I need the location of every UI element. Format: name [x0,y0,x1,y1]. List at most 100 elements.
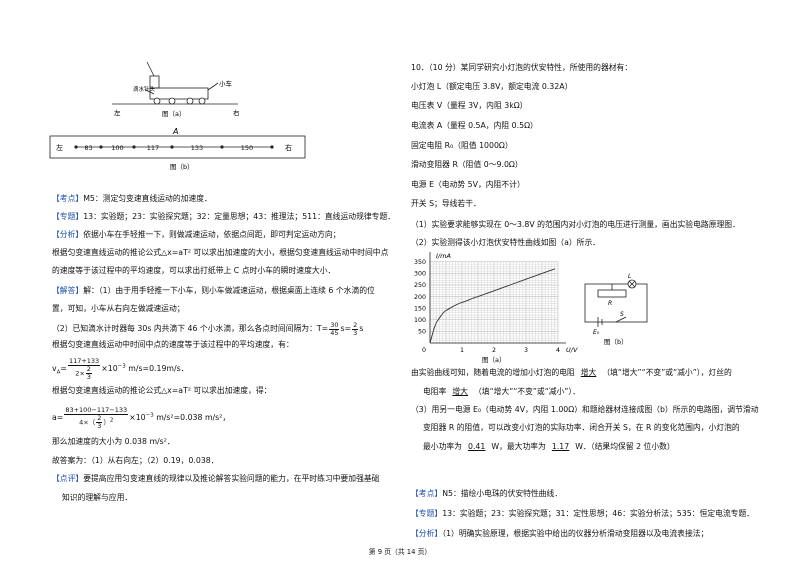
text: 最小功率为 [423,442,462,451]
graph-axes [429,252,566,344]
caption: 图（a） [482,356,505,364]
text: （2）已知滴水计时器每 30s 内共滴下 46 个小水滴，那么各点时间间隔为：T… [52,324,329,333]
answer: 1.17 [551,442,570,451]
text-line: 根据匀变速直线运动中时间中点的速度等于该过程中的平均速度，有： [52,340,294,349]
text-line: 电流表 A（量程 0.5A，内阻 0.5Ω） [411,121,538,130]
x-axis-label: U/V [566,346,578,354]
x-tick-label: 1 [460,347,464,354]
text: m/s=0.19m/s． [125,364,189,373]
x-tick-label: 4 [556,347,560,354]
text-line: 10．（10 分）某同学研究小灯泡的伏安特性，所使用的器材有： [411,63,633,72]
circuit [584,279,648,327]
answer: 增大 [452,387,468,396]
cart-label: 小车 [219,79,233,88]
text: W．（结果均保留 2 位小数） [575,442,675,451]
paragraph: 【考点】N5：描绘小电珠的伏安特性曲线． [411,489,562,499]
text-line: 根据匀变速直线运动的推论公式△x=aT² 可以求出加速度，得： [52,386,272,395]
numerator: 2 [96,413,103,423]
text-line: （2）实验测得该小灯泡伏安特性曲线如图（a）所示． [411,238,601,247]
text: 13：实验题；23：实验探究题；32：定量思想；43：推理法；511：直线运动规… [83,212,396,221]
paragraph: 【点评】要提高应用匀变速直线的规律以及推论解答实验问题的能力，在平时练习中要加强… [52,474,379,484]
paragraph: 由实验曲线可知，随着电流的增加小灯泡的电阻 增大 （填“增大”“不变”或“减小”），… [411,368,732,378]
switch-label: S [620,311,624,318]
drop-dot [99,145,103,149]
denominator: 45 [330,328,339,337]
numerator: 30 [329,320,340,330]
paragraph: 最小功率为 0.41 W，最大功率为 1.17 W．（结果均保留 2 位小数） [423,442,675,452]
drop-dot [132,145,136,149]
answer: 增大 [580,368,597,377]
exponent: −3 [117,363,126,370]
text: （1）明确实验原理，根据实验中给出的仪器分析滑动变阻器以及电流表接法； [442,529,709,538]
y-tick-label: 300 [414,271,426,278]
formula-line: （2）已知滴水计时器每 30s 内共滴下 46 个小水滴，那么各点时间间隔为：T… [52,320,363,338]
left-label: 左 [56,143,63,152]
text: s [359,324,364,333]
text: ×10 [129,413,146,422]
segment-label: 133 [191,144,203,152]
text: 由实验曲线可知，随着电流的增加小灯泡的电阻 [411,368,575,377]
tag: 【考点】 [52,194,84,203]
exponent: −3 [145,412,154,419]
fraction: 117+133 2× 2 3 [67,356,101,381]
numerator: 83+100−117−133 [64,405,129,415]
text-line: 固定电阻 R₀（阻值 1000Ω） [411,141,513,150]
text-line: 那么加速度的大小为 0.038 m/s²． [52,437,175,446]
text: 13：实验题；23：实验探究题；31：定性思想；46：实验分析法；535：恒定电… [442,509,755,518]
tag: 【考点】 [411,489,443,498]
paragraph: 【解答】解：（1）由于用手轻推一下小车，则小车做减速运动，根据桌面上连续 6 个… [52,286,375,296]
text-line: 故答案为：（1）从右向左；（2）0.19，0.038． [52,456,219,465]
fraction: 30 45 [329,320,340,337]
paragraph: 电阻率 增大 （填“增大”“不变”或“减小”）． [423,387,580,397]
text: （填“增大”“不变”或“减小”），灯丝的 [602,368,732,377]
y-tick-label: 250 [414,282,426,289]
text: 解：（1）由于用手轻推一下小车，则小车做减速运动，根据桌面上连续 6 个水滴的位 [83,286,375,295]
answer: 0.41 [467,442,486,451]
denominator: 3 [353,328,358,337]
text-line: 置，可知，小车从右向左做减速运动； [52,304,185,313]
text-line: 知识的理解与应用． [62,493,133,502]
numerator: 117+133 [67,356,101,366]
text: 电阻率 [423,387,447,396]
x-tick-label: 2 [492,347,496,354]
y-tick-label: 50 [418,329,426,336]
numerator: 2 [352,320,359,330]
footer: 第 9 页（共 14 页） [368,548,432,556]
text: ×10 [101,364,118,373]
text: 2× [75,369,85,377]
text-line: 的速度等于该过程中的平均速度，可以求出打纸带上 C 点时小车的瞬时速度大小． [52,266,336,275]
caption: 图（b） [604,338,628,346]
text: v [52,364,57,373]
text: 依据小车在手轻推一下，则做减速运动，依据点间距，即可判定运动方向； [83,230,341,239]
text: （填“增大”“不变”或“减小”）． [473,387,581,396]
resistor-label: R [608,300,612,307]
tag: 【点评】 [52,474,84,483]
drop-dot [220,145,224,149]
text: m/s²=0.038 m/s²， [153,413,231,422]
text: W，最大功率为 [491,442,546,451]
text-line: 开关 S；导线若干． [411,199,481,208]
text: = [60,364,67,373]
right-label: 右 [285,143,292,152]
paragraph: 【分析】（1）明确实验原理，根据实验中给出的仪器分析滑动变阻器以及电流表接法； [411,529,708,539]
segment-label: 117 [147,144,159,152]
lamp-label: L [628,273,631,280]
formula-line: vA= 117+133 2× 2 3 ×10−3 m/s=0.19m/s． [52,356,189,382]
denominator: 2× 2 3 [68,365,100,381]
y-axis-label: I/mA [436,252,451,260]
y-tick-label: 150 [414,305,426,312]
drip-label: 滴水针头 [133,85,156,93]
graph-grid [429,261,559,344]
tag: 【解答】 [52,286,84,295]
text-line: 电压表 V（量程 3V，内阻 3kΩ） [411,101,528,110]
text: a= [52,413,64,422]
text: N5：描绘小电珠的伏安特性曲线． [442,489,563,498]
text-line: 滑动变阻器 R（阻值 0～9.0Ω） [411,160,523,169]
text-line: 电源 E（电动势 5V，内阻不计） [411,180,525,189]
segment-label: 83 [84,144,92,152]
text: ） [103,418,110,426]
y-tick-label: 100 [414,317,426,324]
